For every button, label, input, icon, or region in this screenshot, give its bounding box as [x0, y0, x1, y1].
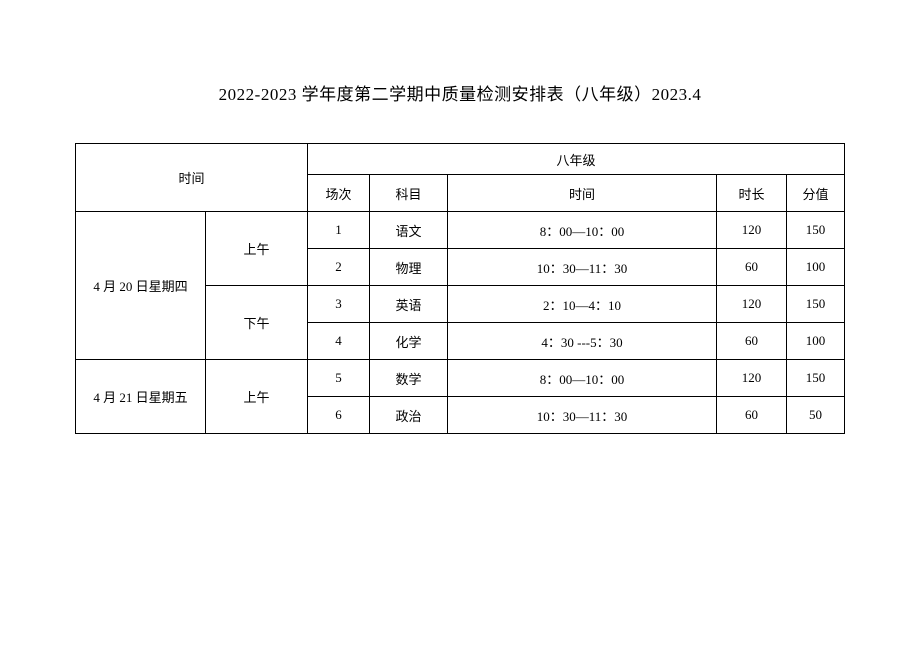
cell-duration: 60 — [716, 249, 786, 286]
cell-duration: 120 — [716, 212, 786, 249]
header-subject: 科目 — [370, 175, 448, 212]
schedule-table: 时间 八年级 场次 科目 时间 时长 分值 4 月 20 日星期四 上午 1 语… — [75, 143, 845, 434]
cell-time: 10：30—11：30 — [448, 397, 717, 434]
cell-score: 100 — [786, 323, 844, 360]
cell-date: 4 月 20 日星期四 — [76, 212, 206, 360]
cell-subject: 数学 — [370, 360, 448, 397]
cell-session: 3 — [308, 286, 370, 323]
cell-session: 6 — [308, 397, 370, 434]
cell-score: 150 — [786, 360, 844, 397]
cell-subject: 语文 — [370, 212, 448, 249]
cell-score: 100 — [786, 249, 844, 286]
table-row: 4 月 21 日星期五 上午 5 数学 8：00—10：00 120 150 — [76, 360, 845, 397]
cell-duration: 60 — [716, 397, 786, 434]
table-row: 4 月 20 日星期四 上午 1 语文 8：00—10：00 120 150 — [76, 212, 845, 249]
cell-period: 上午 — [206, 360, 308, 434]
cell-subject: 化学 — [370, 323, 448, 360]
cell-session: 5 — [308, 360, 370, 397]
cell-session: 2 — [308, 249, 370, 286]
cell-duration: 120 — [716, 360, 786, 397]
cell-period: 上午 — [206, 212, 308, 286]
cell-time: 4：30 ---5：30 — [448, 323, 717, 360]
cell-score: 150 — [786, 286, 844, 323]
cell-subject: 政治 — [370, 397, 448, 434]
cell-duration: 60 — [716, 323, 786, 360]
header-score: 分值 — [786, 175, 844, 212]
cell-time: 10：30—11：30 — [448, 249, 717, 286]
header-time-group: 时间 — [76, 144, 308, 212]
cell-time: 8：00—10：00 — [448, 212, 717, 249]
cell-subject: 物理 — [370, 249, 448, 286]
cell-session: 1 — [308, 212, 370, 249]
cell-duration: 120 — [716, 286, 786, 323]
document-title: 2022-2023 学年度第二学期中质量检测安排表（八年级）2023.4 — [75, 80, 845, 105]
header-grade: 八年级 — [308, 144, 845, 175]
cell-score: 50 — [786, 397, 844, 434]
cell-score: 150 — [786, 212, 844, 249]
header-time: 时间 — [448, 175, 717, 212]
cell-subject: 英语 — [370, 286, 448, 323]
header-duration: 时长 — [716, 175, 786, 212]
cell-time: 2：10—4：10 — [448, 286, 717, 323]
header-session: 场次 — [308, 175, 370, 212]
cell-time: 8：00—10：00 — [448, 360, 717, 397]
cell-date: 4 月 21 日星期五 — [76, 360, 206, 434]
cell-period: 下午 — [206, 286, 308, 360]
cell-session: 4 — [308, 323, 370, 360]
